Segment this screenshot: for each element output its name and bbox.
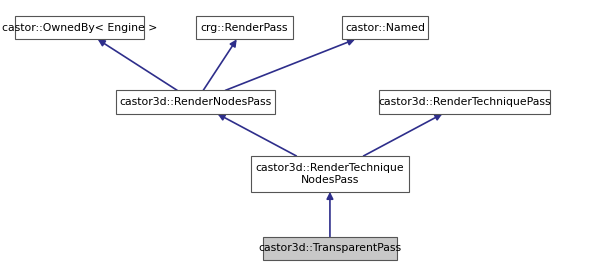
FancyBboxPatch shape [116,91,275,114]
FancyBboxPatch shape [15,16,144,39]
Text: castor3d::RenderTechniquePass: castor3d::RenderTechniquePass [378,97,551,107]
Text: castor3d::RenderTechnique
NodesPass: castor3d::RenderTechnique NodesPass [255,163,404,185]
FancyBboxPatch shape [379,91,550,114]
Text: castor3d::TransparentPass: castor3d::TransparentPass [258,243,401,253]
Text: castor::OwnedBy< Engine >: castor::OwnedBy< Engine > [2,23,157,33]
FancyBboxPatch shape [251,156,409,192]
Text: castor::Named: castor::Named [345,23,425,33]
FancyBboxPatch shape [342,16,428,39]
Text: crg::RenderPass: crg::RenderPass [200,23,288,33]
FancyBboxPatch shape [196,16,293,39]
Text: castor3d::RenderNodesPass: castor3d::RenderNodesPass [119,97,272,107]
FancyBboxPatch shape [263,237,397,260]
